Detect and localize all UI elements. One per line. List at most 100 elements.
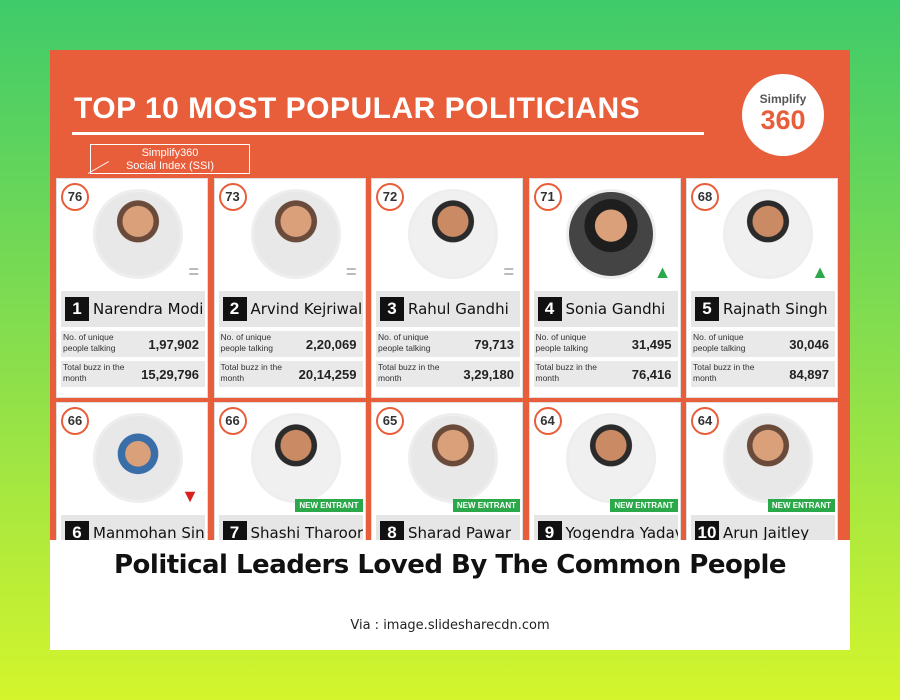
politician-card-9: 64 NEW ENTRANT 9 Yogendra Yadav — [528, 402, 681, 540]
politician-photo — [723, 413, 813, 503]
ssi-score-badge: 64 — [533, 407, 562, 435]
ssi-score-badge: 65 — [376, 407, 404, 435]
nameplate: 1 Narendra Modi — [61, 291, 205, 327]
politician-photo — [565, 189, 656, 279]
politician-card-1: 76 = 1 Narendra Modi No. of unique people … — [56, 178, 208, 398]
politician-photo — [565, 413, 656, 503]
politician-card-2: 73 = 2 Arvind Kejriwal No. of unique peopl… — [213, 178, 366, 398]
politician-name: Sharad Pawar — [408, 524, 512, 540]
new-entrant-badge: NEW ENTRANT — [610, 499, 678, 512]
politician-photo — [250, 189, 341, 279]
stat-total-buzz: Total buzz in the month 84,897 — [691, 361, 835, 387]
politician-photo — [93, 413, 183, 503]
stat-unique-people: No. of unique people talking 30,046 — [691, 331, 835, 357]
politician-name: Shashi Tharoor — [250, 524, 363, 540]
simplify360-logo: Simplify 360 — [742, 74, 824, 156]
nameplate: 10 Arun Jaitley — [691, 515, 835, 540]
rank-number: 6 — [65, 521, 89, 540]
content-card: TOP 10 MOST POPULAR POLITICIANS Simplify… — [50, 50, 850, 650]
rank-number: 8 — [380, 521, 404, 540]
equal-icon: = — [345, 262, 357, 282]
politician-card-4: 71 ▲ 4 Sonia Gandhi No. of unique people t… — [528, 178, 681, 398]
new-entrant-badge: NEW ENTRANT — [295, 499, 363, 512]
equal-icon: = — [503, 262, 514, 282]
stat-value: 3,29,180 — [463, 367, 514, 382]
rank-number: 5 — [695, 297, 719, 321]
politician-name: Rajnath Singh — [723, 300, 828, 318]
politician-name: Manmohan Singh — [93, 524, 205, 540]
politician-photo — [93, 189, 183, 279]
stat-label: No. of unique people talking — [535, 332, 588, 353]
stat-label: No. of unique people talking — [378, 332, 431, 353]
stat-label: Total buzz in the month — [220, 362, 282, 383]
nameplate: 3 Rahul Gandhi — [376, 291, 520, 327]
politician-name: Sonia Gandhi — [565, 300, 666, 318]
logo-text-top: Simplify — [759, 92, 807, 106]
rank-number: 3 — [380, 297, 404, 321]
politician-photo — [250, 413, 341, 503]
stat-unique-people: No. of unique people talking 31,495 — [533, 331, 678, 357]
stat-total-buzz: Total buzz in the month 3,29,180 — [376, 361, 520, 387]
ssi-score-badge: 64 — [691, 407, 719, 435]
stat-value: 30,046 — [789, 337, 829, 352]
politician-photo — [408, 413, 498, 503]
stat-unique-people: No. of unique people talking 79,713 — [376, 331, 520, 357]
stat-label: Total buzz in the month — [535, 362, 597, 383]
arrow-up-icon: ▲ — [653, 262, 672, 282]
rank-number: 7 — [222, 521, 247, 540]
stat-label: No. of unique people talking — [693, 332, 746, 353]
ssi-line1: Simplify360 — [141, 147, 199, 159]
stat-value: 76,416 — [631, 367, 672, 382]
nameplate: 4 Sonia Gandhi — [533, 291, 678, 327]
ssi-score-badge: 68 — [691, 183, 719, 211]
stat-unique-people: No. of unique people talking 2,20,069 — [218, 331, 363, 357]
equal-icon: = — [188, 262, 199, 282]
politician-photo — [723, 189, 813, 279]
stat-value: 79,713 — [474, 337, 514, 352]
nameplate: 8 Sharad Pawar — [376, 515, 520, 540]
stat-total-buzz: Total buzz in the month 20,14,259 — [218, 361, 363, 387]
ssi-score-badge: 66 — [61, 407, 89, 435]
politician-name: Arvind Kejriwal — [250, 300, 363, 318]
stat-unique-people: No. of unique people talking 1,97,902 — [61, 331, 205, 357]
nameplate: 5 Rajnath Singh — [691, 291, 835, 327]
stat-label: No. of unique people talking — [63, 332, 116, 353]
stat-value: 31,495 — [631, 337, 672, 352]
politician-name: Rahul Gandhi — [408, 300, 509, 318]
stat-total-buzz: Total buzz in the month 15,29,796 — [61, 361, 205, 387]
new-entrant-badge: NEW ENTRANT — [452, 499, 520, 512]
nameplate: 7 Shashi Tharoor — [218, 515, 363, 540]
page-caption: Political Leaders Loved By The Common Pe… — [113, 550, 787, 580]
stat-value: 2,20,069 — [305, 337, 357, 352]
title-divider — [72, 132, 704, 135]
logo-text-bottom: 360 — [760, 105, 806, 135]
politician-name: Arun Jaitley — [723, 524, 810, 540]
politician-card-7: 66 NEW ENTRANT 7 Shashi Tharoor — [213, 402, 366, 540]
rank-number: 9 — [537, 521, 562, 540]
stat-value: 20,14,259 — [298, 367, 357, 382]
politician-card-10: 64 NEW ENTRANT 10 Arun Jaitley — [686, 402, 838, 540]
stat-value: 1,97,902 — [148, 337, 199, 352]
arrow-down-icon: ▼ — [181, 486, 199, 506]
ssi-callout: Simplify360 Social Index (SSI) — [90, 144, 250, 174]
politician-card-8: 65 NEW ENTRANT 8 Sharad Pawar — [371, 402, 523, 540]
source-credit: Via : image.slidesharecdn.com — [350, 618, 550, 633]
stat-label: Total buzz in the month — [63, 362, 125, 383]
new-entrant-badge: NEW ENTRANT — [767, 499, 835, 512]
politician-card-5: 68 ▲ 5 Rajnath Singh No. of unique people … — [686, 178, 838, 398]
nameplate: 2 Arvind Kejriwal — [218, 291, 363, 327]
stat-value: 15,29,796 — [141, 367, 199, 382]
rank-number: 10 — [695, 521, 719, 540]
politician-photo — [408, 189, 498, 279]
rank-number: 2 — [222, 297, 247, 321]
stat-label: Total buzz in the month — [693, 362, 755, 383]
politician-card-3: 72 = 3 Rahul Gandhi No. of unique people t… — [371, 178, 523, 398]
infographic-image: TOP 10 MOST POPULAR POLITICIANS Simplify… — [50, 50, 850, 540]
infographic-title: TOP 10 MOST POPULAR POLITICIANS — [74, 92, 641, 125]
ssi-score-badge: 71 — [533, 183, 562, 211]
ssi-score-badge: 72 — [376, 183, 404, 211]
nameplate: 9 Yogendra Yadav — [533, 515, 678, 540]
rank-number: 1 — [65, 297, 89, 321]
